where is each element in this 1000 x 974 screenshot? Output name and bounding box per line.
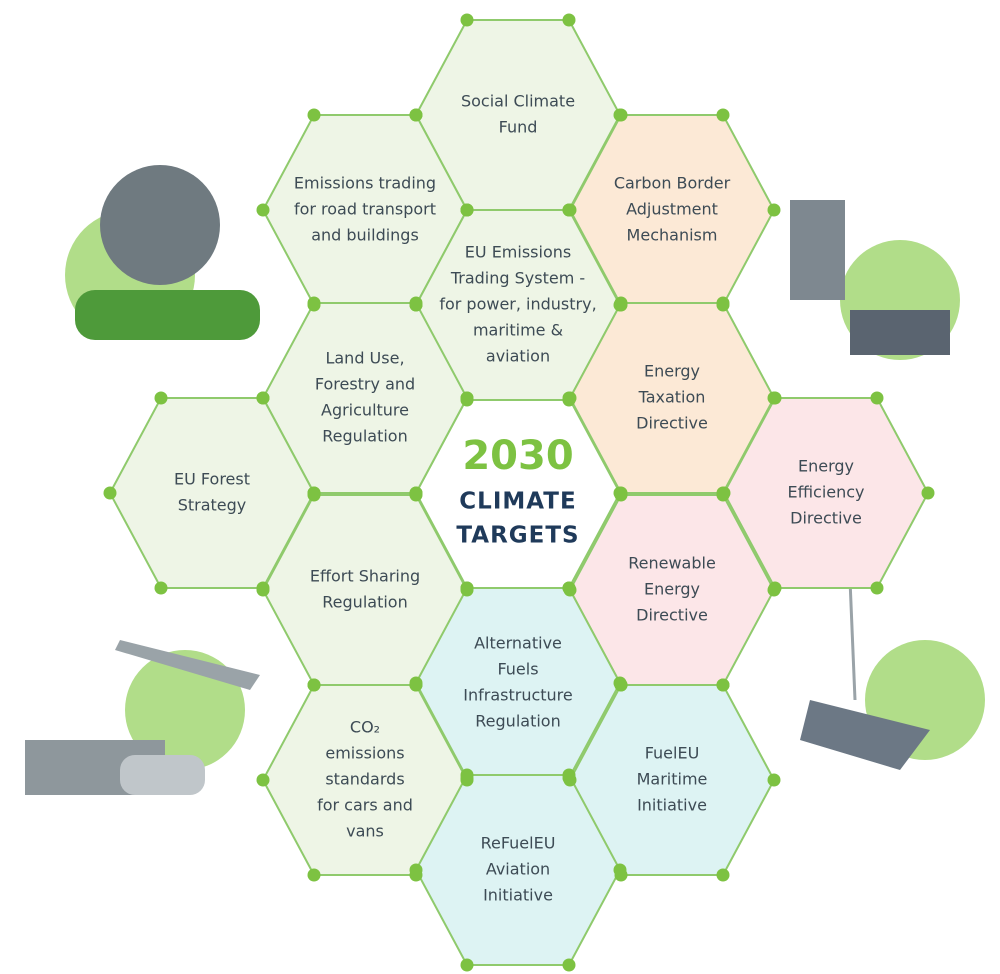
vertex-dot	[871, 582, 884, 595]
node-label: Directive	[636, 414, 708, 433]
node-label: Mechanism	[627, 226, 718, 245]
vertex-dot	[563, 204, 576, 217]
node-label: Initiative	[483, 886, 553, 905]
vertex-dot	[871, 392, 884, 405]
vertex-dot	[563, 582, 576, 595]
vertex-dot	[308, 679, 321, 692]
node-label: Infrastructure	[463, 686, 572, 705]
node-label: Energy	[644, 580, 700, 599]
node-label: EU Emissions	[465, 243, 571, 262]
vertex-dot	[308, 869, 321, 882]
node-label: Strategy	[178, 496, 247, 515]
node-label: for road transport	[294, 200, 436, 219]
vertex-dot	[410, 864, 423, 877]
node-label: Social Climate	[461, 92, 575, 111]
node-label: Fund	[499, 118, 538, 137]
node-label: aviation	[486, 347, 550, 366]
vertex-dot	[768, 204, 781, 217]
node-label: for cars and	[317, 796, 413, 815]
vertex-dot	[257, 204, 270, 217]
node-label: Agriculture	[321, 401, 409, 420]
center-title: CLIMATE	[459, 489, 576, 515]
node-label: Maritime	[637, 770, 708, 789]
node-label: Regulation	[322, 427, 407, 446]
node-label: Regulation	[322, 593, 407, 612]
node-label: Regulation	[475, 712, 560, 731]
node-label: for power, industry,	[439, 295, 596, 314]
vertex-dot	[461, 204, 474, 217]
vertex-dot	[563, 959, 576, 972]
node-label: Alternative	[474, 634, 562, 653]
node-label: maritime &	[473, 321, 563, 340]
node-label: Renewable	[628, 554, 716, 573]
vertex-dot	[257, 584, 270, 597]
node-label: Directive	[636, 606, 708, 625]
node-label: Forestry and	[315, 375, 415, 394]
diagram: Social Climate Fund Emissions trading for r…	[0, 0, 1000, 974]
vertex-dot	[615, 109, 628, 122]
vertex-dot	[410, 297, 423, 310]
node-label: Energy	[644, 362, 700, 381]
node-label: Taxation	[638, 388, 706, 407]
vertex-dot	[104, 487, 117, 500]
center-year: 2030	[462, 433, 573, 479]
vertex-dot	[615, 297, 628, 310]
node-label: Fuels	[497, 660, 538, 679]
vertex-dot	[410, 109, 423, 122]
node-label: Trading System -	[450, 269, 585, 288]
node-label: EU Forest	[174, 470, 250, 489]
vertex-dot	[563, 14, 576, 27]
vertex-dot	[155, 392, 168, 405]
vertex-dot	[615, 489, 628, 502]
node-label: vans	[346, 822, 384, 841]
node-label: Directive	[790, 509, 862, 528]
vertex-dot	[717, 109, 730, 122]
vertex-dot	[308, 489, 321, 502]
node-label: ReFuelEU	[481, 834, 556, 853]
vertex-dot	[768, 584, 781, 597]
center-title: TARGETS	[456, 523, 579, 549]
vertex-dot	[717, 679, 730, 692]
vertex-dot	[461, 392, 474, 405]
vertex-dot	[717, 297, 730, 310]
vertex-dot	[563, 769, 576, 782]
node-label: Land Use,	[325, 349, 404, 368]
node-label: CO₂	[350, 718, 380, 737]
vertex-dot	[615, 679, 628, 692]
vertex-dot	[461, 582, 474, 595]
vertex-dot	[564, 392, 577, 405]
vertex-dot	[410, 489, 423, 502]
node-label: Aviation	[486, 860, 550, 879]
vertex-dot	[614, 864, 627, 877]
vertex-dot	[769, 392, 782, 405]
node-label: emissions	[325, 744, 404, 763]
vertex-dot	[155, 582, 168, 595]
vertex-dot	[768, 774, 781, 787]
vertex-dot	[410, 679, 423, 692]
node-label: Energy	[798, 457, 854, 476]
node-label: Initiative	[637, 796, 707, 815]
node-label: standards	[325, 770, 404, 789]
vertex-dot	[257, 392, 270, 405]
vertex-dot	[717, 489, 730, 502]
node-label: and buildings	[311, 226, 419, 245]
node-label: Efficiency	[787, 483, 864, 502]
node-label: Carbon Border	[614, 174, 731, 193]
vertex-dot	[257, 774, 270, 787]
node-label: Emissions trading	[294, 174, 436, 193]
node-label: FuelEU	[645, 744, 700, 763]
vertex-dot	[308, 109, 321, 122]
vertex-dot	[461, 14, 474, 27]
vertex-dot	[461, 769, 474, 782]
node-label: Adjustment	[626, 200, 718, 219]
vertex-dot	[717, 869, 730, 882]
vertex-dot	[308, 297, 321, 310]
node-label: Effort Sharing	[310, 567, 420, 586]
vertex-dot	[461, 959, 474, 972]
vertex-dot	[922, 487, 935, 500]
